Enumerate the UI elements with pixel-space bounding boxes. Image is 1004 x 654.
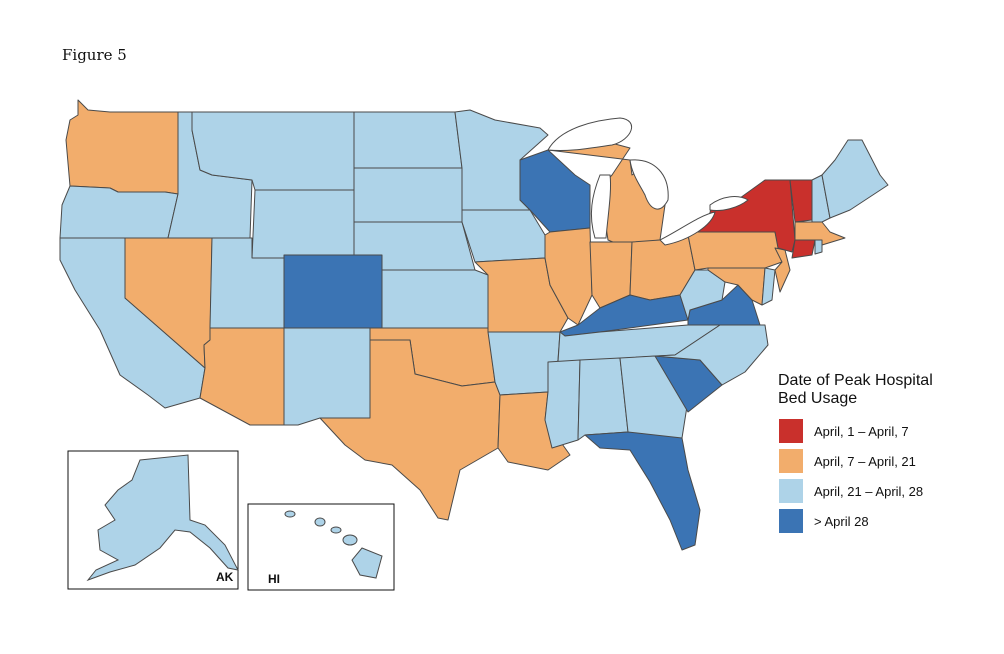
state-delaware [761,267,776,306]
legend-swatch [778,478,804,504]
legend-item-label: > April 28 [814,513,869,529]
legend-item: April, 21 – April, 28 [778,476,978,506]
legend-item-label: April, 21 – April, 28 [814,483,924,499]
state-alaska [86,454,239,582]
hawaii-inset-frame [247,503,395,591]
state-kansas [381,269,489,329]
lake-superior [547,117,633,152]
state-hawaii [284,510,383,579]
state-connecticut [791,239,816,259]
state-texas [319,339,501,521]
state-maine [821,139,889,219]
hawaii-label: HI [268,572,280,586]
state-massachusetts [794,221,846,246]
legend-swatch [778,418,804,444]
lake-huron [629,159,669,210]
state-north-dakota [353,111,463,169]
state-oregon [59,185,179,239]
legend: Date of Peak Hospital Bed Usage April, 1… [778,372,978,536]
alaska-label: AK [216,570,234,584]
state-pennsylvania [687,231,783,271]
lake-ontario [709,196,749,211]
figure-label: Figure 5 [62,46,127,64]
lake-erie [659,211,716,246]
state-arizona [199,327,285,426]
state-new-hampshire [811,174,831,223]
legend-item: April, 7 – April, 21 [778,446,978,476]
state-iowa [461,209,546,263]
legend-title-line1: Date of Peak Hospital [778,372,933,389]
alaska-inset-frame [67,450,239,590]
legend-swatch [778,508,804,534]
state-new-mexico [283,327,371,426]
state-south-dakota [353,167,463,223]
legend-swatch [778,448,804,474]
legend-item-label: April, 7 – April, 21 [814,453,916,469]
legend-title-line2: Bed Usage [778,390,858,407]
state-wyoming [251,189,355,259]
legend-item-label: April, 1 – April, 7 [814,423,909,439]
state-florida [584,431,701,551]
state-alabama [577,357,629,441]
legend-title: Date of Peak Hospital Bed Usage [778,372,978,408]
state-rhode-island [814,239,823,255]
state-washington [65,99,179,195]
legend-item: > April 28 [778,506,978,536]
state-mississippi [544,359,581,449]
legend-item: April, 1 – April, 7 [778,416,978,446]
state-colorado [283,254,383,329]
lake-michigan [590,174,611,239]
